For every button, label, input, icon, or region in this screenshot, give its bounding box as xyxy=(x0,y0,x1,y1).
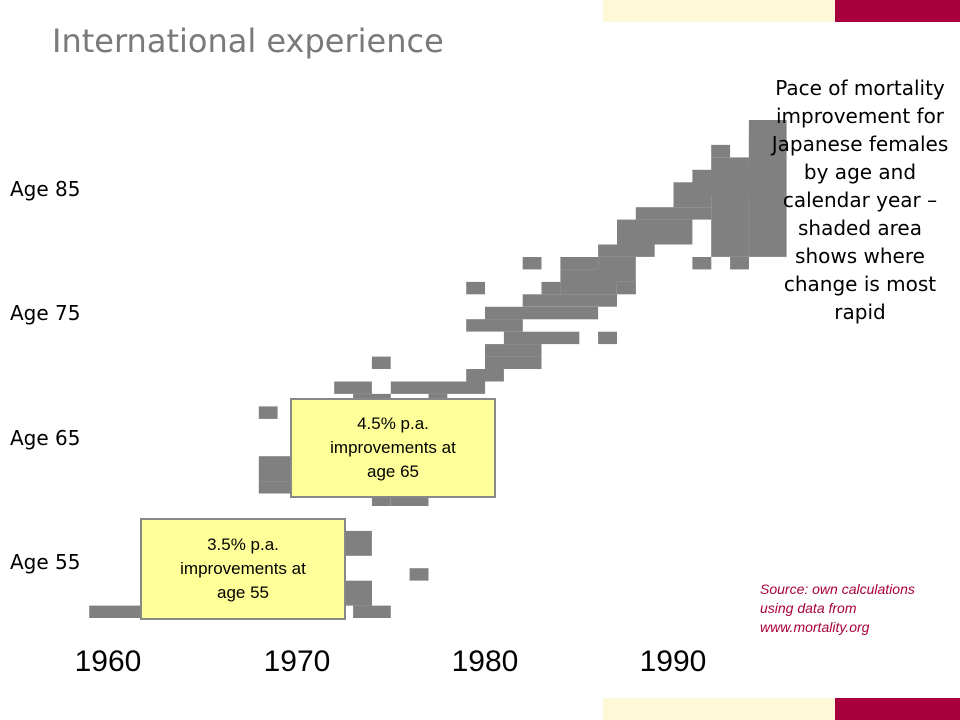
heatmap-cell-26 xyxy=(522,294,617,307)
heatmap-cell-20 xyxy=(485,356,542,369)
x-tick-label-1960: 1960 xyxy=(74,645,142,678)
heatmap-cell-31 xyxy=(617,281,636,295)
heatmap-cell-44 xyxy=(692,257,712,270)
heatmap-cell-21 xyxy=(371,356,391,369)
callout-age-55: 3.5% p.a. improvements at age 55 xyxy=(140,518,346,620)
heatmap-cell-2 xyxy=(353,605,391,618)
heatmap-cell-27 xyxy=(598,331,617,345)
decor-crimson-band-bottom xyxy=(835,698,960,720)
heatmap-cell-25 xyxy=(485,306,599,320)
heatmap-cell-33 xyxy=(560,257,599,270)
callout-age-65-line2: improvements at xyxy=(330,438,456,457)
heatmap-cell-22 xyxy=(485,344,542,357)
heatmap-cell-24 xyxy=(466,319,523,332)
heatmap-cell-28 xyxy=(466,281,485,295)
heatmap-cell-48 xyxy=(748,120,787,257)
source-note: Source: own calculations using data from… xyxy=(760,581,915,635)
decor-cream-band-bottom xyxy=(603,698,835,720)
x-tick-label-1980: 1980 xyxy=(451,645,519,678)
y-tick-label-age-65: Age 65 xyxy=(10,426,81,450)
heatmap-cell-35 xyxy=(598,244,655,257)
heatmap-cell-34 xyxy=(598,257,636,282)
heatmap-cell-17 xyxy=(334,381,372,394)
y-tick-label-age-55: Age 55 xyxy=(10,550,81,574)
y-tick-label-age-75: Age 75 xyxy=(10,301,81,325)
heatmap-cell-45 xyxy=(711,244,749,257)
heatmap-cell-36 xyxy=(617,219,693,245)
heatmap-cell-47 xyxy=(730,257,749,270)
heatmap-cell-37 xyxy=(635,207,712,220)
decor-cream-band-top xyxy=(603,0,835,22)
heatmap-cell-41 xyxy=(711,144,731,158)
chart-description: Pace of mortality improvement for Japane… xyxy=(771,76,949,324)
callout-age-65-line3: age 65 xyxy=(367,462,419,481)
heatmap-cell-4 xyxy=(409,568,429,581)
heatmap-cell-32 xyxy=(522,257,542,270)
heatmap-cell-8 xyxy=(258,481,297,494)
x-tick-label-1990: 1990 xyxy=(639,645,707,678)
heatmap-cell-46 xyxy=(711,169,749,245)
heatmap-cell-18 xyxy=(390,381,486,394)
callout-age-55-line1: 3.5% p.a. xyxy=(207,535,279,554)
heatmap-cell-29 xyxy=(541,281,561,295)
decor-crimson-band-top xyxy=(835,0,960,22)
page-title: International experience xyxy=(52,22,444,60)
callout-age-65-line1: 4.5% p.a. xyxy=(357,414,429,433)
callout-age-65: 4.5% p.a. improvements at age 65 xyxy=(290,398,496,498)
x-tick-label-1970: 1970 xyxy=(263,645,331,678)
y-tick-label-age-85: Age 85 xyxy=(10,177,81,201)
callout-age-55-line2: improvements at xyxy=(180,559,306,578)
heatmap-cell-23 xyxy=(503,331,580,345)
heatmap-cell-19 xyxy=(466,369,504,382)
callout-age-55-line3: age 55 xyxy=(217,583,269,602)
heatmap-cell-13 xyxy=(258,406,278,419)
